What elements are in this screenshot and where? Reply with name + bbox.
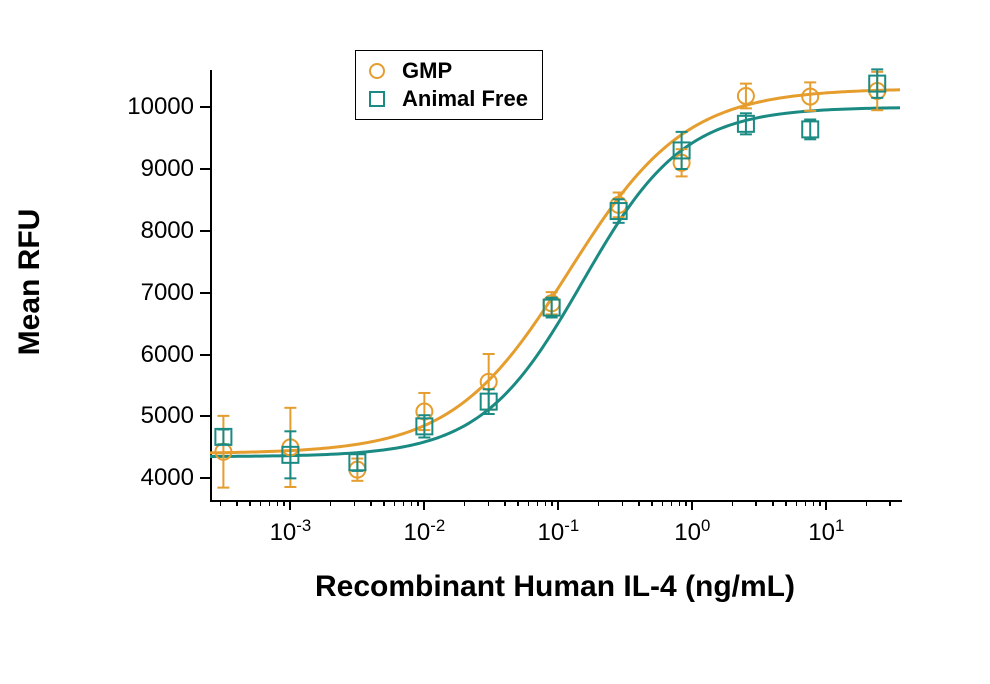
y-tick xyxy=(200,106,210,108)
x-tick-minor xyxy=(671,500,673,506)
x-tick-minor xyxy=(488,500,490,506)
x-tick-minor xyxy=(545,500,547,506)
y-tick xyxy=(200,292,210,294)
x-tick-major xyxy=(557,500,559,510)
y-tick xyxy=(200,230,210,232)
circle-icon xyxy=(366,60,388,82)
y-tick xyxy=(200,354,210,356)
x-tick-major xyxy=(289,500,291,510)
plot-area xyxy=(210,70,902,502)
x-tick-minor xyxy=(269,500,271,506)
y-tick-label: 10000 xyxy=(127,93,194,121)
x-tick-minor xyxy=(679,500,681,506)
x-tick-minor xyxy=(755,500,757,506)
x-tick-minor xyxy=(220,500,222,506)
x-tick-minor xyxy=(330,500,332,506)
x-tick-minor xyxy=(403,500,405,506)
chart-container: Mean RFU Recombinant Human IL-4 (ng/mL) … xyxy=(0,0,990,684)
x-tick-minor xyxy=(785,500,787,506)
x-tick-minor xyxy=(813,500,815,506)
x-tick-minor xyxy=(551,500,553,506)
x-tick-label: 10-2 xyxy=(384,516,464,547)
y-tick-label: 6000 xyxy=(141,341,194,369)
y-tick-label: 9000 xyxy=(141,155,194,183)
y-tick-label: 4000 xyxy=(141,464,194,492)
x-tick-minor xyxy=(411,500,413,506)
x-tick-minor xyxy=(772,500,774,506)
x-tick-label: 10-1 xyxy=(518,516,598,547)
legend-item: GMP xyxy=(366,57,528,85)
x-tick-minor xyxy=(249,500,251,506)
x-tick-minor xyxy=(805,500,807,506)
legend: GMPAnimal Free xyxy=(355,50,543,120)
x-tick-minor xyxy=(685,500,687,506)
x-axis-label: Recombinant Human IL-4 (ng/mL) xyxy=(210,570,900,604)
x-tick-minor xyxy=(236,500,238,506)
x-tick-label: 101 xyxy=(786,516,866,547)
x-tick-minor xyxy=(504,500,506,506)
x-tick-major xyxy=(691,500,693,510)
x-tick-minor xyxy=(464,500,466,506)
x-tick-minor xyxy=(260,500,262,506)
legend-label: GMP xyxy=(402,58,452,84)
x-tick-minor xyxy=(517,500,519,506)
x-tick-minor xyxy=(277,500,279,506)
legend-item: Animal Free xyxy=(366,85,528,113)
x-tick-minor xyxy=(819,500,821,506)
x-tick-minor xyxy=(651,500,653,506)
y-tick xyxy=(200,415,210,417)
x-tick-major xyxy=(825,500,827,510)
y-tick-label: 7000 xyxy=(141,279,194,307)
x-tick-minor xyxy=(638,500,640,506)
x-tick-minor xyxy=(394,500,396,506)
x-tick-label: 100 xyxy=(652,516,732,547)
x-tick-minor xyxy=(528,500,530,506)
x-tick-minor xyxy=(662,500,664,506)
square-icon xyxy=(366,88,388,110)
x-tick-minor xyxy=(354,500,356,506)
y-tick-label: 8000 xyxy=(141,217,194,245)
x-tick-minor xyxy=(598,500,600,506)
x-tick-major xyxy=(423,500,425,510)
x-tick-minor xyxy=(732,500,734,506)
x-tick-minor xyxy=(889,500,891,506)
x-tick-minor xyxy=(370,500,372,506)
x-tick-minor xyxy=(383,500,385,506)
x-tick-minor xyxy=(283,500,285,506)
y-tick xyxy=(200,168,210,170)
x-tick-minor xyxy=(796,500,798,506)
x-tick-minor xyxy=(417,500,419,506)
x-tick-minor xyxy=(622,500,624,506)
y-tick-label: 5000 xyxy=(141,402,194,430)
y-tick xyxy=(200,477,210,479)
y-axis-label: Mean RFU xyxy=(13,152,47,412)
legend-label: Animal Free xyxy=(402,86,528,112)
x-tick-minor xyxy=(866,500,868,506)
x-tick-minor xyxy=(537,500,539,506)
x-tick-label: 10-3 xyxy=(250,516,330,547)
